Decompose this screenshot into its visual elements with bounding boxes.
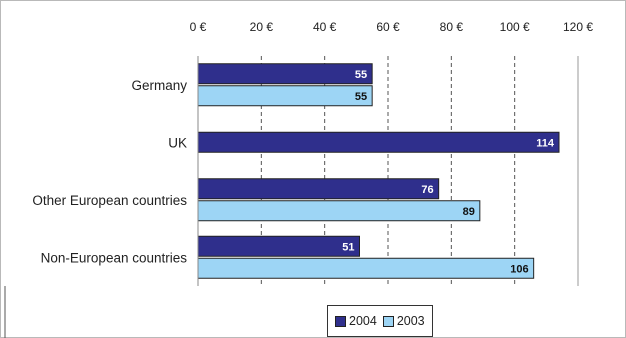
category-label: Other European countries <box>32 193 187 208</box>
legend: 2004 2003 <box>327 305 433 337</box>
bar-2004 <box>197 235 360 257</box>
category-label: Germany <box>131 78 187 93</box>
x-tick-label: 80 € <box>440 20 464 34</box>
bar-2004 <box>197 178 440 200</box>
data-label: 89 <box>463 206 475 218</box>
legend-label-2004: 2004 <box>349 314 377 328</box>
bars <box>197 63 560 279</box>
legend-item-2004: 2004 <box>335 314 377 328</box>
x-tick-label: 0 € <box>190 20 207 34</box>
bar-2004 <box>197 63 373 85</box>
data-label: 114 <box>536 137 555 149</box>
category-label: UK <box>168 135 187 150</box>
data-label: 55 <box>355 69 367 81</box>
data-label: 51 <box>342 241 354 253</box>
x-tick-label: 40 € <box>313 20 337 34</box>
x-tick-label: 60 € <box>376 20 400 34</box>
x-tick-label: 20 € <box>250 20 274 34</box>
data-labels: 55 55 114 76 89 51 106 <box>342 69 555 276</box>
x-axis-tick-labels: 0 € 20 € 40 € 60 € 80 € 100 € 120 € <box>190 20 594 34</box>
bar-2003 <box>197 257 535 279</box>
data-label: 76 <box>421 184 433 196</box>
data-label: 106 <box>510 263 528 275</box>
x-tick-label: 100 € <box>500 20 530 34</box>
bar-2003 <box>197 85 373 107</box>
bar-2003 <box>197 200 481 222</box>
legend-swatch-2003 <box>382 315 394 327</box>
legend-label-2003: 2003 <box>396 314 425 328</box>
legend-item-2003: 2003 <box>382 314 425 328</box>
x-tick-label: 120 € <box>563 20 593 34</box>
data-label: 55 <box>355 91 367 103</box>
bar-2004 <box>197 131 560 153</box>
category-labels: Germany UK Other European countries Non-Eur… <box>32 78 187 266</box>
category-label: Non-European countries <box>41 250 188 265</box>
legend-swatch-2004 <box>335 315 346 327</box>
